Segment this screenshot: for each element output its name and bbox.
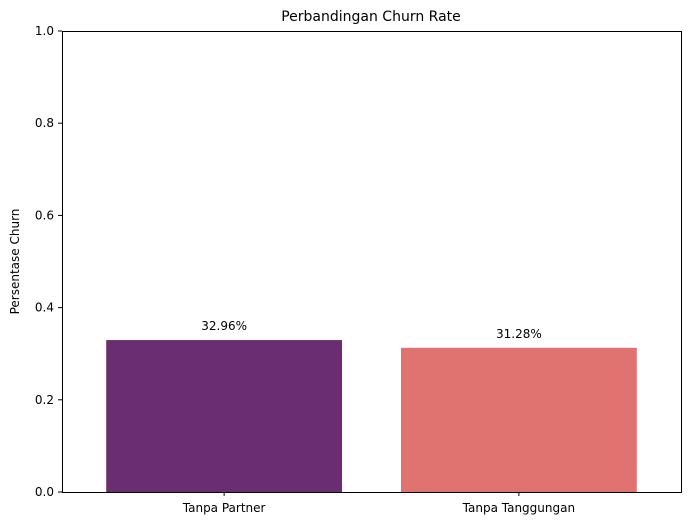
y-tick-label: 0.4: [35, 301, 54, 315]
bar: [400, 347, 637, 492]
chart-title: Perbandingan Churn Rate: [281, 9, 461, 25]
bar-value-labels: 32.96% 31.28%: [201, 319, 542, 341]
bars: [106, 340, 637, 492]
plot-frame: [62, 31, 682, 493]
x-tick-label: Tanpa Tanggungan: [462, 501, 575, 515]
y-axis-label: Persentase Churn: [8, 209, 22, 315]
y-tick-label: 0.0: [35, 485, 54, 499]
bar-value-label: 31.28%: [496, 327, 542, 341]
y-tick-label: 0.8: [35, 116, 54, 130]
y-axis-ticks: 0.0 0.2 0.4 0.6 0.8 1.0: [35, 24, 62, 499]
x-axis-ticks: Tanpa Partner Tanpa Tanggungan: [182, 492, 575, 515]
y-tick-label: 0.2: [35, 393, 54, 407]
y-tick-label: 1.0: [35, 24, 54, 38]
y-tick-label: 0.6: [35, 208, 54, 222]
bar: [106, 340, 343, 492]
bar-value-label: 32.96%: [201, 319, 247, 333]
x-tick-label: Tanpa Partner: [182, 501, 266, 515]
